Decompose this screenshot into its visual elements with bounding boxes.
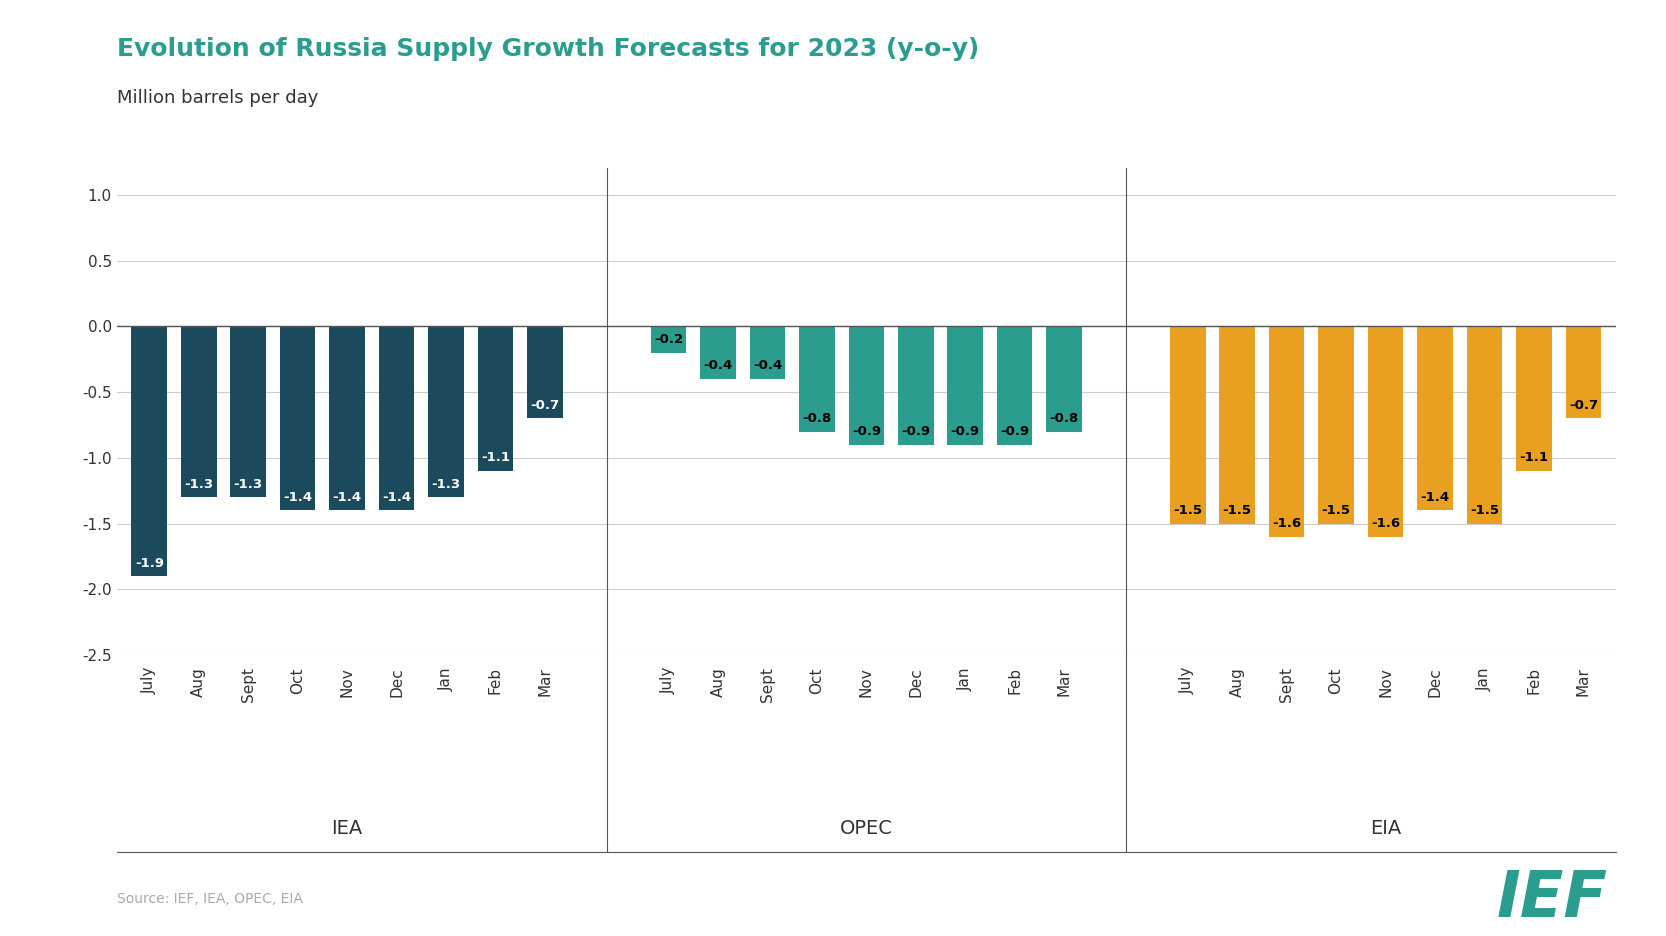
Text: -1.5: -1.5: [1173, 505, 1203, 517]
Text: -1.6: -1.6: [1371, 518, 1399, 530]
Text: Million barrels per day: Million barrels per day: [117, 89, 318, 107]
Text: -1.5: -1.5: [1321, 505, 1351, 517]
Bar: [1418, 327, 1453, 510]
Text: -1.3: -1.3: [185, 477, 213, 490]
Text: -0.4: -0.4: [703, 359, 733, 373]
Bar: [230, 327, 267, 497]
Bar: [330, 327, 365, 510]
Text: -0.8: -0.8: [803, 412, 831, 425]
Bar: [1269, 327, 1304, 537]
Text: -1.5: -1.5: [1469, 505, 1499, 517]
Bar: [280, 327, 315, 510]
Bar: [1466, 327, 1503, 523]
Text: EIA: EIA: [1369, 819, 1401, 838]
Text: -1.4: -1.4: [333, 490, 362, 504]
Bar: [651, 327, 686, 353]
Bar: [526, 327, 563, 418]
Bar: [1516, 327, 1551, 471]
Text: -1.3: -1.3: [233, 477, 263, 490]
Text: -1.4: -1.4: [382, 490, 412, 504]
Text: -0.9: -0.9: [901, 425, 930, 438]
Text: OPEC: OPEC: [840, 819, 893, 838]
Text: -0.7: -0.7: [1569, 399, 1598, 412]
Bar: [948, 327, 983, 445]
Bar: [378, 327, 415, 510]
Bar: [750, 327, 785, 379]
Bar: [132, 327, 167, 577]
Bar: [1046, 327, 1081, 431]
Text: -1.4: -1.4: [1421, 490, 1449, 504]
Bar: [478, 327, 513, 471]
Bar: [700, 327, 736, 379]
Text: -0.8: -0.8: [1050, 412, 1080, 425]
Text: -1.1: -1.1: [1519, 451, 1548, 464]
Bar: [1220, 327, 1254, 523]
Bar: [182, 327, 217, 497]
Text: -1.9: -1.9: [135, 557, 163, 570]
Text: -0.7: -0.7: [530, 399, 560, 412]
Text: IEA: IEA: [332, 819, 363, 838]
Text: -1.6: -1.6: [1273, 518, 1301, 530]
Bar: [898, 327, 933, 445]
Text: -0.9: -0.9: [851, 425, 881, 438]
Text: Evolution of Russia Supply Growth Forecasts for 2023 (y-o-y): Evolution of Russia Supply Growth Foreca…: [117, 37, 980, 62]
Text: -1.5: -1.5: [1223, 505, 1251, 517]
Bar: [428, 327, 463, 497]
Text: -1.1: -1.1: [481, 451, 510, 464]
Bar: [1368, 327, 1403, 537]
Bar: [1318, 327, 1354, 523]
Bar: [996, 327, 1033, 445]
Text: -0.9: -0.9: [1000, 425, 1030, 438]
Text: -0.2: -0.2: [655, 333, 683, 346]
Bar: [1566, 327, 1601, 418]
Bar: [800, 327, 835, 431]
Text: -1.3: -1.3: [431, 477, 460, 490]
Text: -0.9: -0.9: [951, 425, 980, 438]
Bar: [1170, 327, 1206, 523]
Text: -0.4: -0.4: [753, 359, 781, 373]
Text: -1.4: -1.4: [283, 490, 312, 504]
Bar: [848, 327, 885, 445]
Text: IEF: IEF: [1496, 868, 1608, 929]
Text: Source: IEF, IEA, OPEC, EIA: Source: IEF, IEA, OPEC, EIA: [117, 892, 303, 905]
